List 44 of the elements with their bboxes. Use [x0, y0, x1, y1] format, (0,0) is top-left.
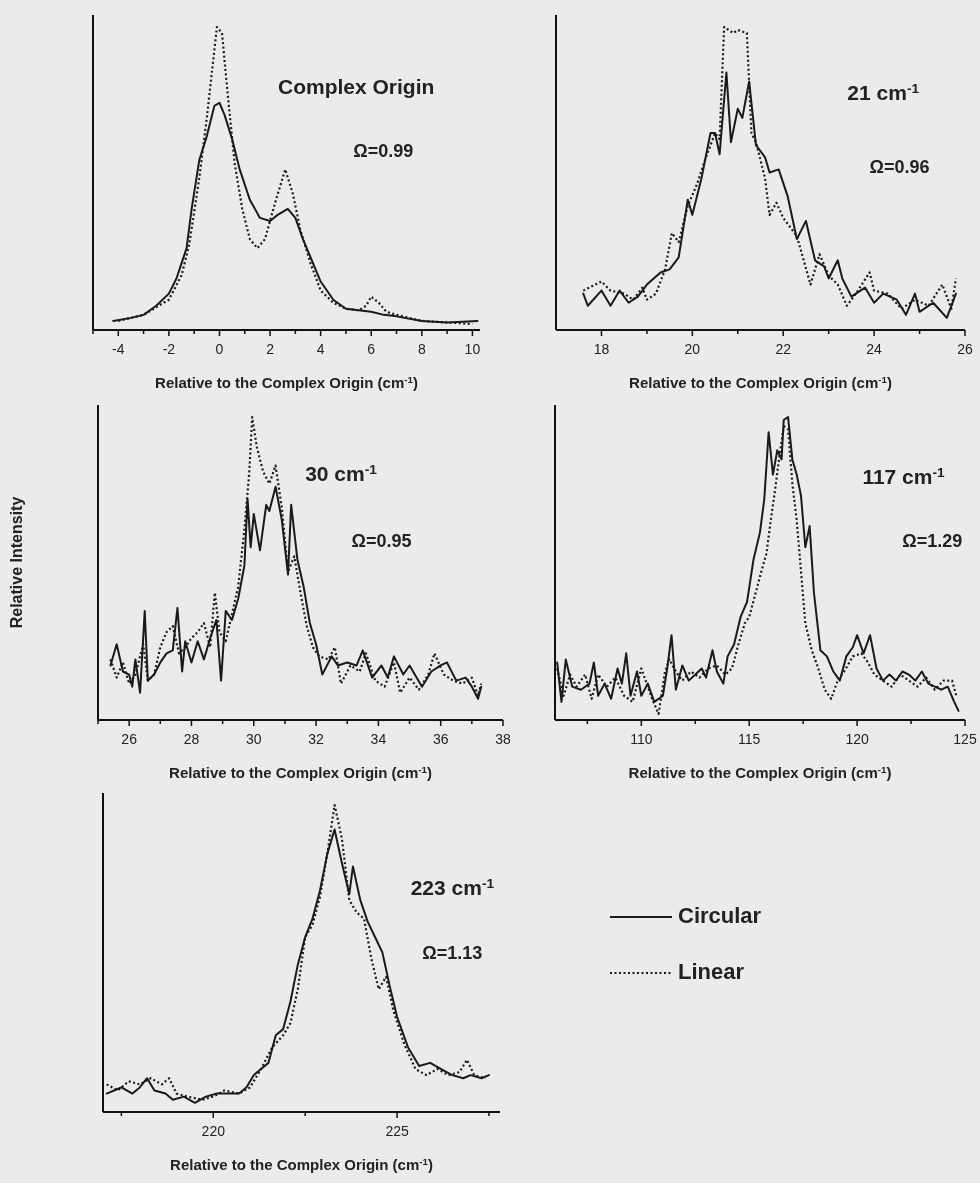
legend-label: Linear	[678, 959, 745, 984]
x-tick-label: 30	[245, 731, 262, 747]
annotation: Ω=1.13	[422, 942, 483, 963]
x-tick-label: 10	[464, 341, 481, 357]
x-tick-label: 24	[866, 341, 883, 357]
x-tick-label: 22	[775, 341, 792, 357]
annotation: Ω=0.96	[869, 156, 930, 177]
x-tick-label: -4	[112, 341, 125, 357]
y-axis-title: Relative Intensity	[8, 496, 25, 629]
text: 21 cm$^{-1}$	[847, 80, 920, 105]
x-tick-label: 8	[417, 341, 426, 357]
legend-label: Circular	[678, 903, 762, 928]
x-tick-label: 26	[957, 341, 973, 357]
text: 30 cm$^{-1}$	[305, 461, 378, 485]
x-tick-label: -2	[162, 341, 176, 357]
annotation: Ω=0.95	[351, 530, 412, 551]
x-tick-label: 38	[495, 731, 511, 747]
x-tick-label: 26	[121, 731, 138, 747]
x-tick-label: 110	[630, 731, 653, 747]
x-tick-label: 36	[432, 731, 449, 747]
x-axis-title: Relative to the Complex Origin (cm$^{-1}$)	[170, 1155, 433, 1173]
text: 223 cm$^{-1}$	[410, 875, 495, 900]
x-tick-label: 34	[370, 731, 387, 747]
text: Complex Origin	[277, 74, 435, 98]
x-tick-label: 28	[183, 731, 200, 747]
x-tick-label: 220	[201, 1123, 226, 1139]
x-tick-label: 0	[215, 341, 224, 357]
x-tick-label: 18	[593, 341, 610, 357]
text: 117 cm$^{-1}$	[862, 464, 946, 488]
x-tick-label: 32	[308, 731, 325, 747]
x-axis-title: Relative to the Complex Origin (cm$^{-1}$)	[155, 373, 418, 391]
x-tick-label: 2	[266, 341, 275, 357]
x-tick-label: 120	[845, 731, 869, 747]
x-tick-label: 6	[367, 341, 376, 357]
x-axis-title: Relative to the Complex Origin (cm$^{-1}$)	[629, 373, 892, 391]
x-axis-title: Relative to the Complex Origin (cm$^{-1}$)	[169, 763, 432, 781]
x-tick-label: 4	[316, 341, 325, 357]
annotation: Ω=1.29	[902, 530, 963, 551]
x-axis-title: Relative to the Complex Origin (cm$^{-1}$)	[628, 763, 892, 781]
x-tick-label: 115	[738, 731, 761, 747]
x-tick-label: 20	[684, 341, 701, 357]
annotation: Ω=0.99	[353, 140, 414, 161]
x-tick-label: 225	[385, 1123, 409, 1139]
x-tick-label: 125	[953, 731, 977, 747]
